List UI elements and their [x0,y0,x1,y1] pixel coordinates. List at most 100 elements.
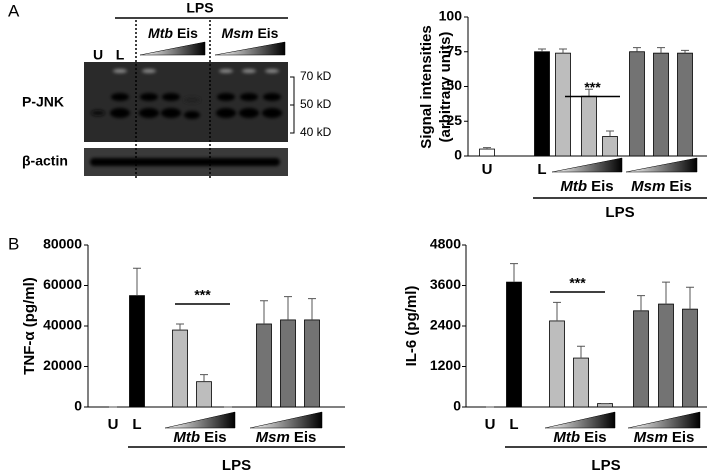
group-species: Mtb [560,178,587,195]
marker-label: 50 kD [300,97,332,111]
x-tick-label: U [108,416,119,433]
bar [658,303,674,408]
group-protein: Eis [672,429,695,446]
group-label: Msm Eis [634,429,695,446]
error-bar [510,263,518,283]
y-tick-label: 3600 [430,276,461,292]
error-bar [686,286,694,310]
bar [629,51,645,157]
group-species: Msm [256,429,290,446]
bar [196,381,212,408]
group-species: Mtb [173,429,200,446]
error-bar [681,49,689,54]
treatment-label: LPS [605,204,634,221]
y-axis-label: (arbitrary units) [437,32,454,143]
error-bar [284,296,292,320]
group-species: Msm [634,429,668,446]
bar [633,310,649,408]
y-tick-label: 2400 [430,317,461,333]
error-bar [662,281,670,305]
group-label: Msm Eis [222,25,279,41]
bar [602,136,618,157]
bar [555,52,571,157]
y-tick-label: 80000 [43,236,82,252]
bar [653,52,669,157]
treatment-label: LPS [186,0,213,16]
error-bar [559,48,567,54]
error-bar [585,88,593,97]
group-species: Msm [631,178,665,195]
group-protein: Eis [591,178,614,195]
group-label: Msm Eis [631,178,692,195]
row-label: β-actin [22,153,68,169]
group-label: Mtb Eis [148,25,198,41]
x-tick-label: L [509,416,518,433]
x-tick-label: U [485,416,496,433]
bar [280,319,296,408]
group-protein: Eis [669,178,692,195]
x-tick-label: L [132,416,141,433]
bar [549,320,565,408]
error-bar [553,301,561,321]
error-bar [577,345,585,359]
western-blot: LPS U L Mtb Eis Msm Eis P-JNK β-actin 70 k… [22,0,332,178]
error-bar [538,48,546,52]
error-bar [633,47,641,52]
dose-wedge [164,411,236,429]
x-tick-label: U [482,161,493,178]
dose-wedge [551,157,623,173]
group-label: Mtb Eis [553,429,606,446]
bar [304,319,320,408]
panel-label: A [8,1,20,20]
y-tick-label: 1200 [430,357,461,373]
error-bar [200,374,208,382]
group-species: Mtb [553,429,580,446]
row-label: P-JNK [22,94,64,110]
panel-label: B [8,234,19,253]
bar [677,52,693,157]
group-protein: Eis [584,429,607,446]
error-bar [176,323,184,331]
dose-wedge [544,411,616,429]
error-bar [657,47,665,54]
y-tick-label: 40000 [43,317,82,333]
lane-label: U [93,47,103,63]
error-bar [606,130,614,137]
group-label: Mtb Eis [173,429,226,446]
dose-wedge [627,411,701,429]
bar [597,403,613,408]
bar [682,308,698,408]
bar [573,357,589,408]
bar [581,95,597,157]
y-tick-label: 20000 [43,357,82,373]
group-label: Mtb Eis [560,178,613,195]
bar [256,323,272,408]
group-label: Msm Eis [256,429,317,446]
dose-wedge [249,411,323,429]
dose-wedge [625,157,698,173]
y-tick-label: 4800 [430,236,461,252]
significance-label: *** [569,275,586,291]
y-tick-label: 0 [454,147,462,163]
y-axis-label: TNF-α (pg/ml) [21,277,38,375]
bar [129,295,145,408]
treatment-label: LPS [222,457,251,474]
significance-label: *** [584,79,601,95]
bar [172,329,188,408]
y-tick-label: 0 [74,398,82,414]
marker-label: 70 kD [300,69,332,83]
y-axis-label: IL-6 (pg/ml) [403,286,420,367]
y-tick-label: 60000 [43,276,82,292]
y-tick-label: 75 [446,42,462,58]
y-tick-label: 25 [446,112,462,128]
error-bar [260,300,268,324]
bar [506,281,522,408]
error-bar [637,295,645,311]
bar [534,51,550,157]
y-tick-label: 100 [439,8,463,24]
y-tick-label: 0 [453,398,461,414]
lane-label: L [116,47,125,63]
error-bar [308,298,316,320]
y-tick-label: 50 [446,77,462,93]
